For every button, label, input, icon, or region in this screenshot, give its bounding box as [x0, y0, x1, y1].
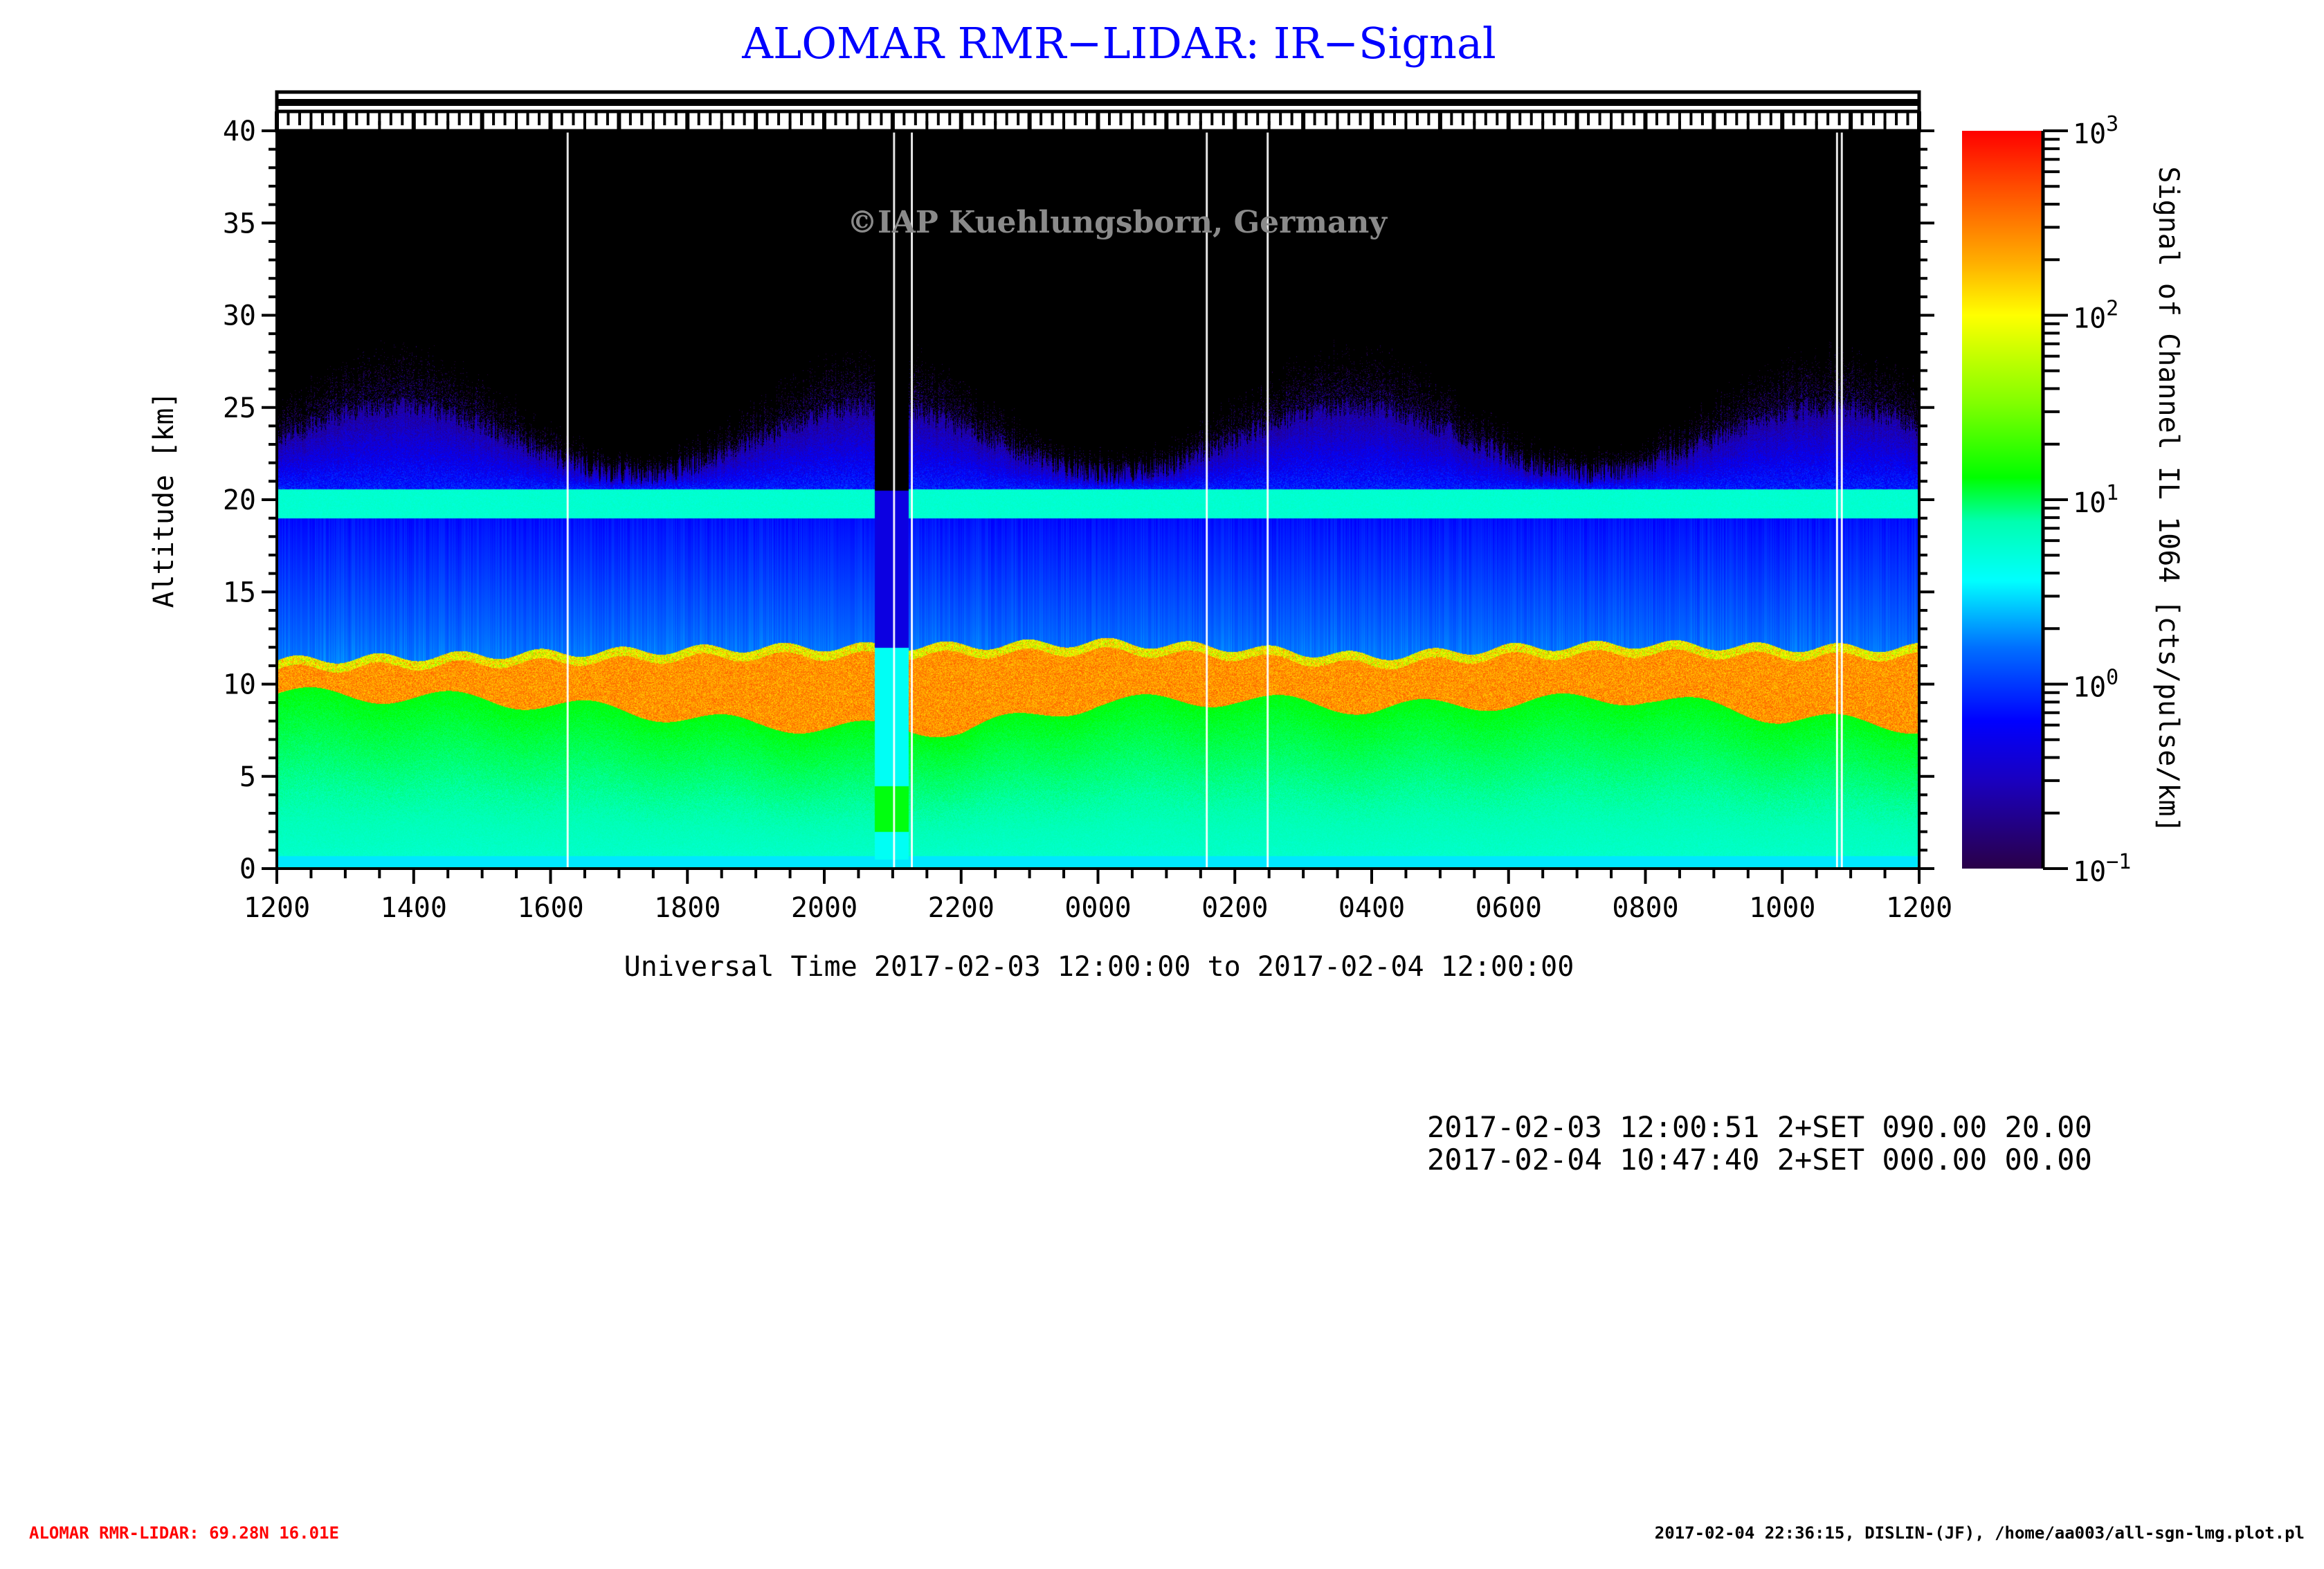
axes: 1200 1400 1600 1800 2000 2200 0000 0200 0400 0600…: [223, 116, 1952, 924]
footer-credits: 2017-02-04 22:36:15, DISLIN-(JF), /home/…: [1655, 1523, 2305, 1543]
y-tick-label: 0: [239, 853, 256, 885]
signal-heatmap: [277, 131, 1919, 869]
colorbar-label: Signal of Channel IL 1064 [cts/pulse/km]: [2152, 166, 2184, 833]
x-tick-label: 1600: [517, 892, 583, 924]
x-tick-label: 1200: [244, 892, 310, 924]
info-line-1: 2017-02-03 12:00:51 2+SET 090.00 20.00: [1427, 1110, 2092, 1144]
colorbar-ticks: 103 102 101 100 10−1: [2043, 112, 2131, 888]
colorbar: [1962, 131, 2042, 869]
y-tick-label: 35: [223, 208, 256, 239]
colorbar-tick-label: 102: [2073, 297, 2118, 335]
colorbar-tick-label: 10−1: [2073, 850, 2131, 888]
x-tick-label: 0000: [1064, 892, 1131, 924]
plot-frame: [275, 129, 1921, 870]
x-tick-label: 1000: [1749, 892, 1815, 924]
top-strip-bar: [277, 99, 1919, 106]
data-gap-lines: [566, 131, 1843, 869]
x-tick-label: 1200: [1886, 892, 1952, 924]
x-axis-label: Universal Time 2017-02-03 12:00:00 to 20…: [624, 951, 1574, 983]
y-tick-label: 30: [223, 300, 256, 332]
y-tick-label: 40: [223, 116, 256, 147]
watermark: ©IAP Kuehlungsborn, Germany: [847, 205, 1388, 240]
x-tick-label: 0400: [1338, 892, 1405, 924]
x-tick-label: 1400: [381, 892, 447, 924]
x-tick-label: 2200: [928, 892, 995, 924]
y-tick-label: 5: [239, 761, 256, 793]
y-tick-label: 25: [223, 392, 256, 424]
info-line-2: 2017-02-04 10:47:40 2+SET 000.00 00.00: [1427, 1143, 2092, 1177]
x-tick-label: 0600: [1476, 892, 1542, 924]
colorbar-tick-label: 103: [2073, 112, 2118, 150]
y-tick-label: 15: [223, 577, 256, 608]
y-axis-label: Altitude [km]: [148, 391, 180, 608]
colorbar-tick-label: 101: [2073, 481, 2118, 519]
footer-station: ALOMAR RMR-LIDAR: 69.28N 16.01E: [29, 1523, 339, 1543]
chart-title: ALOMAR RMR−LIDAR: IR−Signal: [741, 18, 1496, 69]
x-tick-label: 0800: [1612, 892, 1678, 924]
y-tick-label: 20: [223, 484, 256, 516]
x-tick-label: 0200: [1201, 892, 1268, 924]
y-tick-label: 10: [223, 669, 256, 701]
x-tick-label: 1800: [654, 892, 720, 924]
colorbar-tick-label: 100: [2073, 666, 2118, 704]
x-tick-label: 2000: [791, 892, 857, 924]
